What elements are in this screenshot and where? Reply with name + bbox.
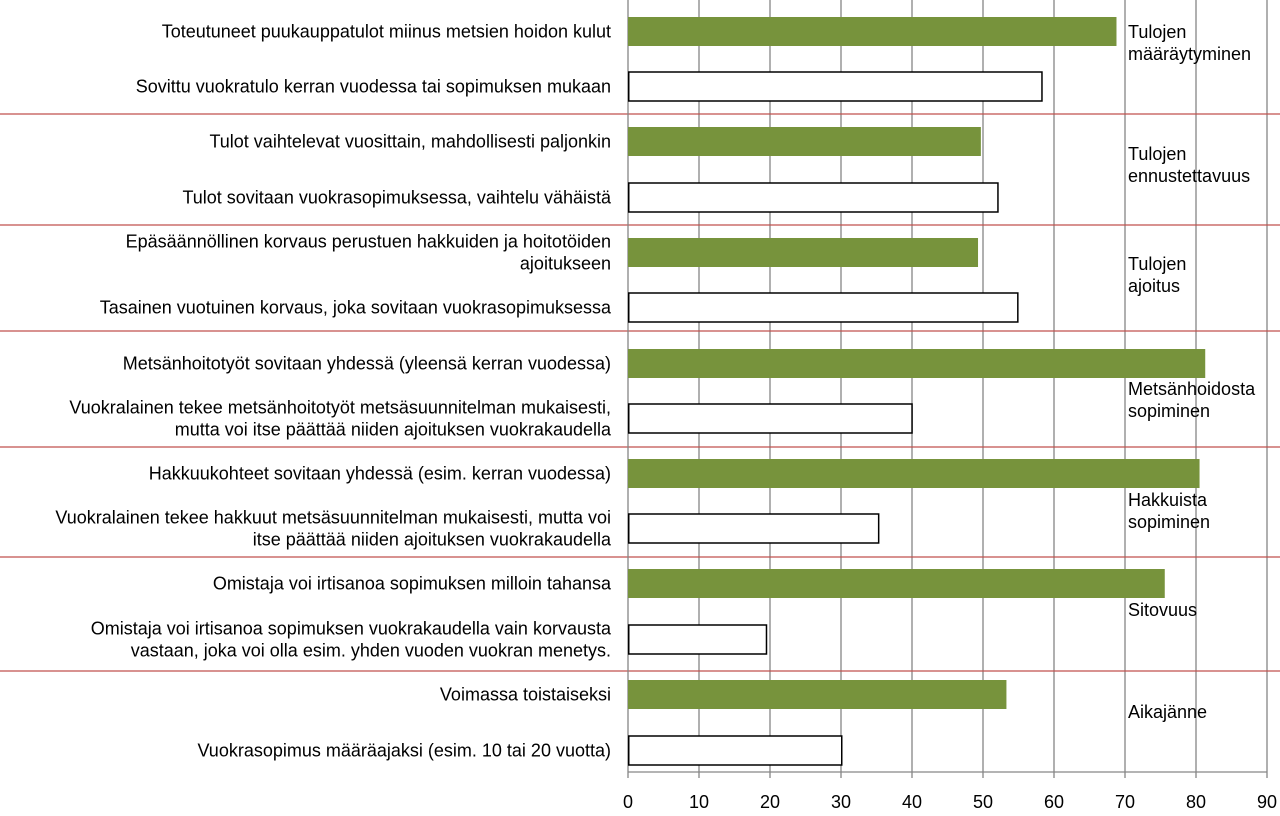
- category-label-line: Vuokrasopimus määräajaksi (esim. 10 tai …: [197, 741, 611, 761]
- category-label-line: itse päättää niiden ajoituksen vuokrakau…: [253, 530, 612, 550]
- group-label-line: Aikajänne: [1128, 702, 1207, 722]
- bar-filled: [628, 349, 1206, 378]
- category-label: Metsänhoitotyöt sovitaan yhdessä (yleens…: [123, 354, 611, 374]
- bar-outline: [628, 292, 1019, 323]
- group-label-line: sopiminen: [1128, 512, 1210, 532]
- category-label-line: Omistaja voi irtisanoa sopimuksen milloi…: [213, 574, 612, 594]
- category-label-line: Tasainen vuotuinen korvaus, joka sovitaa…: [100, 298, 612, 318]
- group-label-line: sopiminen: [1128, 401, 1210, 421]
- bar-outline: [628, 182, 999, 213]
- category-label: Sovittu vuokratulo kerran vuodessa tai s…: [136, 77, 611, 97]
- group-label-line: Sitovuus: [1128, 600, 1197, 620]
- category-label-line: Toteutuneet puukauppatulot miinus metsie…: [162, 22, 611, 42]
- bar-outline: [628, 71, 1043, 102]
- category-label: Omistaja voi irtisanoa sopimuksen vuokra…: [91, 619, 612, 661]
- category-label-line: ajoitukseen: [520, 254, 611, 274]
- group-label: Hakkuista sopiminen: [1128, 490, 1210, 532]
- category-label: Toteutuneet puukauppatulot miinus metsie…: [162, 22, 611, 42]
- category-label-line: Tulot sovitaan vuokrasopimuksessa, vaiht…: [182, 188, 612, 208]
- group-label: Sitovuus: [1128, 600, 1197, 620]
- group-label: Aikajänne: [1128, 702, 1207, 722]
- bar-filled: [628, 459, 1200, 488]
- category-label: Tulot vaihtelevat vuosittain, mahdollise…: [209, 132, 611, 152]
- group-label: Tulojen ennustettavuus: [1128, 144, 1250, 186]
- bar-filled: [628, 680, 1007, 709]
- category-label-line: vastaan, joka voi olla esim. yhden vuode…: [131, 641, 611, 661]
- category-label-line: Vuokralainen tekee metsänhoitotyöt metsä…: [69, 398, 611, 418]
- category-label: Vuokralainen tekee hakkuut metsäsuunnite…: [55, 508, 612, 550]
- group-label-line: Tulojen: [1128, 254, 1186, 274]
- x-tick-label: 60: [1044, 792, 1064, 812]
- bar-outline: [628, 403, 913, 434]
- bar-filled: [628, 127, 981, 156]
- category-label-line: Tulot vaihtelevat vuosittain, mahdollise…: [209, 132, 611, 152]
- group-label: Tulojen määräytyminen: [1128, 22, 1251, 64]
- bar-outline: [628, 735, 843, 766]
- bar-filled: [628, 569, 1165, 598]
- group-label-line: ennustettavuus: [1128, 166, 1250, 186]
- group-label-line: ajoitus: [1128, 276, 1180, 296]
- category-label-line: Voimassa toistaiseksi: [440, 685, 611, 705]
- x-tick-label: 40: [902, 792, 922, 812]
- x-tick-label: 20: [760, 792, 780, 812]
- group-label-line: Tulojen: [1128, 144, 1186, 164]
- category-label-line: Epäsäännöllinen korvaus perustuen hakkui…: [126, 232, 611, 252]
- x-tick-label: 0: [623, 792, 633, 812]
- bar-filled: [628, 17, 1117, 46]
- category-label-line: Hakkuukohteet sovitaan yhdessä (esim. ke…: [149, 464, 611, 484]
- category-label-line: Vuokralainen tekee hakkuut metsäsuunnite…: [55, 508, 611, 528]
- category-label-line: Sovittu vuokratulo kerran vuodessa tai s…: [136, 77, 611, 97]
- category-label: Tulot sovitaan vuokrasopimuksessa, vaiht…: [182, 188, 612, 208]
- category-label-line: mutta voi itse päättää niiden ajoituksen…: [175, 420, 612, 440]
- bar-outline: [628, 624, 768, 655]
- bar-filled: [628, 238, 979, 267]
- category-label-line: Omistaja voi irtisanoa sopimuksen vuokra…: [91, 619, 612, 639]
- category-label: Voimassa toistaiseksi: [440, 685, 611, 705]
- group-label: Tulojen ajoitus: [1128, 254, 1186, 296]
- group-label-line: määräytyminen: [1128, 44, 1251, 64]
- category-label: Hakkuukohteet sovitaan yhdessä (esim. ke…: [149, 464, 611, 484]
- group-label-line: Hakkuista: [1128, 490, 1208, 510]
- category-label-line: Metsänhoitotyöt sovitaan yhdessä (yleens…: [123, 354, 611, 374]
- x-tick-label: 90: [1257, 792, 1277, 812]
- category-label: Vuokralainen tekee metsänhoitotyöt metsä…: [69, 398, 612, 440]
- x-tick-label: 10: [689, 792, 709, 812]
- category-label: Vuokrasopimus määräajaksi (esim. 10 tai …: [197, 741, 611, 761]
- category-label: Epäsäännöllinen korvaus perustuen hakkui…: [126, 232, 611, 274]
- x-tick-label: 70: [1115, 792, 1135, 812]
- group-label-line: Metsänhoidosta: [1128, 379, 1256, 399]
- group-label: Metsänhoidosta sopiminen: [1128, 379, 1256, 421]
- category-label: Tasainen vuotuinen korvaus, joka sovitaa…: [100, 298, 612, 318]
- category-label: Omistaja voi irtisanoa sopimuksen milloi…: [213, 574, 612, 594]
- x-tick-label: 50: [973, 792, 993, 812]
- group-label-line: Tulojen: [1128, 22, 1186, 42]
- bar-outline: [628, 513, 880, 544]
- x-tick-label: 80: [1186, 792, 1206, 812]
- x-tick-label: 30: [831, 792, 851, 812]
